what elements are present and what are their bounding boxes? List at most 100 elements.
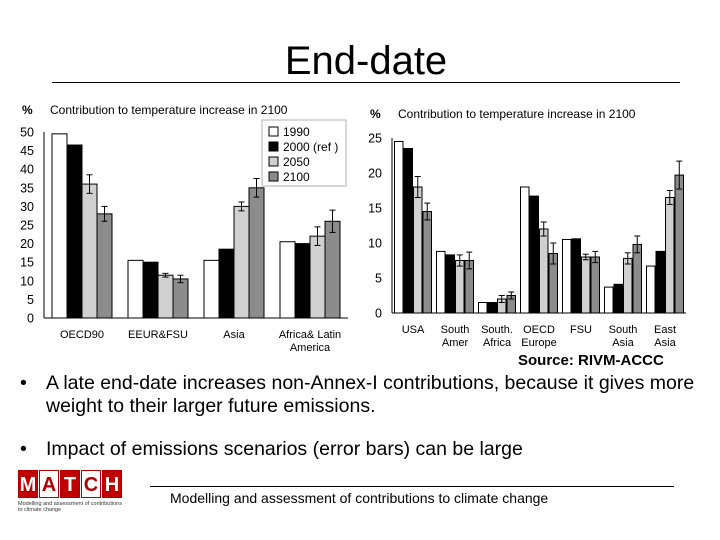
bar-2000: [294, 243, 311, 319]
legend-label: 2000 (ref ): [283, 140, 338, 154]
bar-1990: [604, 286, 614, 314]
logo-letter-t: T: [60, 470, 80, 498]
y-tick-label: 10: [20, 274, 34, 288]
bar-2050: [233, 205, 250, 319]
category-label: Asia: [612, 337, 634, 349]
bar-2100: [324, 220, 341, 319]
category-label: Amer: [442, 337, 469, 349]
bar-1990: [562, 239, 572, 314]
bar-2000: [66, 144, 83, 319]
y-tick-label: 20: [20, 237, 34, 251]
logo-letter-m: M: [18, 470, 38, 498]
legend-label: 1990: [283, 125, 310, 139]
bar-2050: [455, 260, 465, 314]
logo-letter-a: A: [39, 470, 59, 498]
category-label: EEUR&FSU: [128, 329, 188, 341]
bar-2000: [218, 248, 235, 319]
logo-letter-c: C: [81, 470, 101, 498]
y-tick-label: 25: [20, 219, 34, 233]
bar-2000: [487, 302, 497, 314]
category-label: South: [441, 324, 470, 336]
y-axis-unit: %: [370, 107, 381, 121]
category-label: Africa: [483, 337, 512, 349]
legend-swatch: [268, 141, 279, 152]
category-label: OECD90: [60, 329, 104, 341]
bar-2000: [142, 261, 159, 319]
y-tick-label: 15: [368, 202, 382, 216]
legend-swatch: [268, 171, 279, 182]
bullet-list: • A late end-date increases non-Annex-I …: [18, 372, 718, 461]
slide-title: End-date: [284, 39, 448, 83]
category-label: East: [654, 324, 676, 336]
source-note: Source: RIVM-ACCC: [518, 352, 664, 369]
y-tick-label: 0: [27, 312, 34, 326]
bar-2050: [623, 257, 633, 314]
chart-title: Contribution to temperature increase in …: [398, 107, 636, 121]
bullet-item: • Impact of emissions scenarios (error b…: [18, 438, 718, 461]
bar-2000: [445, 254, 455, 314]
bullet-marker: •: [20, 438, 27, 460]
bar-2050: [81, 183, 98, 319]
bar-2100: [248, 187, 265, 319]
bar-2000: [655, 250, 665, 314]
bar-1990: [279, 241, 296, 319]
bar-1990: [51, 133, 68, 319]
title-divider: [52, 82, 680, 83]
chart-title: Contribution to temperature increase in …: [50, 103, 288, 117]
chart-country-contribution: Contribution to temperature increase in …: [368, 107, 686, 349]
y-tick-label: 5: [375, 272, 382, 286]
bar-1990: [203, 259, 220, 319]
y-tick-label: 25: [368, 132, 382, 146]
category-label: USA: [402, 324, 425, 336]
y-tick-label: 0: [375, 307, 382, 321]
bar-2050: [665, 197, 675, 314]
bar-2100: [632, 243, 642, 314]
y-tick-label: 45: [20, 144, 34, 158]
category-label: Europe: [521, 337, 556, 349]
footer-text: Modelling and assessment of contribution…: [170, 490, 549, 506]
y-tick-label: 40: [20, 163, 34, 177]
bar-1990: [478, 302, 488, 314]
bar-1990: [520, 186, 530, 314]
bar-2000: [613, 283, 623, 314]
footer-divider: [150, 486, 674, 487]
y-tick-label: 50: [20, 126, 34, 140]
y-axis-unit: %: [22, 103, 33, 117]
bullet-marker: •: [20, 372, 27, 394]
bar-1990: [436, 250, 446, 314]
bar-1990: [394, 141, 404, 314]
bar-2100: [674, 174, 684, 314]
category-label: America: [290, 342, 331, 354]
bullet-text: Impact of emissions scenarios (error bar…: [46, 438, 523, 460]
legend-label: 2100: [283, 170, 310, 184]
bar-1990: [646, 265, 656, 314]
legend-label: 2050: [283, 155, 310, 169]
bullet-item: • A late end-date increases non-Annex-I …: [18, 372, 718, 418]
legend-swatch: [268, 156, 279, 167]
bar-2100: [96, 213, 113, 319]
y-tick-label: 35: [20, 181, 34, 195]
y-tick-label: 15: [20, 256, 34, 270]
category-label: Asia: [223, 329, 245, 341]
bar-2100: [422, 211, 432, 314]
bar-2050: [581, 256, 591, 314]
bar-2050: [539, 228, 549, 314]
category-label: South.: [481, 324, 513, 336]
y-tick-label: 30: [20, 200, 34, 214]
category-label: OECD: [523, 324, 555, 336]
legend-swatch: [268, 126, 279, 137]
bar-2000: [403, 148, 413, 314]
bar-2100: [172, 278, 189, 319]
bar-2050: [309, 235, 326, 319]
y-tick-label: 5: [27, 293, 34, 307]
bar-2000: [571, 238, 581, 314]
category-label: South: [609, 324, 638, 336]
bar-1990: [127, 259, 144, 319]
bar-2050: [413, 186, 423, 314]
category-label: FSU: [570, 324, 592, 336]
y-tick-label: 20: [368, 167, 382, 181]
category-label: Asia: [654, 337, 676, 349]
chart-regional-contribution: Contribution to temperature increase in …: [20, 103, 348, 354]
